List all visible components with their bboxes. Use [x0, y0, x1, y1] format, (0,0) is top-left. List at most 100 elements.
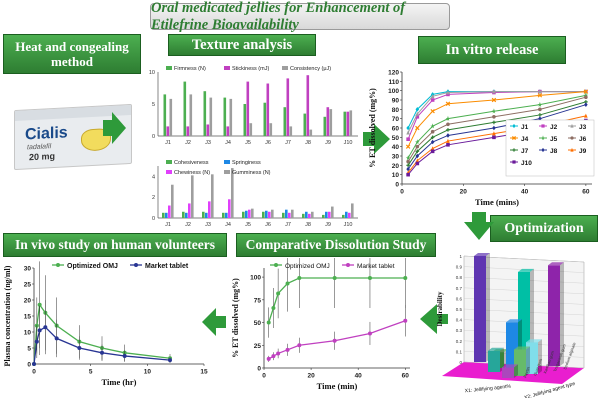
- category-label: Pectin: [522, 366, 531, 378]
- data-point: [430, 93, 435, 99]
- bar: [245, 210, 248, 218]
- legend-swatch: [166, 170, 172, 174]
- legend-label: J6: [579, 136, 587, 143]
- x-tick-label: J6: [265, 222, 271, 228]
- x-tick-label: J10: [344, 222, 353, 228]
- data-point: [415, 125, 420, 131]
- data-point: [430, 129, 435, 134]
- y-tick-label: 5: [152, 102, 155, 108]
- x-tick-label: J8: [305, 222, 311, 228]
- x-tick-label: J4: [225, 140, 231, 146]
- x-axis-title: X1: Jellifying agent%: [464, 384, 511, 395]
- y-tick-label: 100: [250, 275, 261, 282]
- texture-bottom-chart: 0 2 4 J1 J2 J3 J4 J5 J6 J7 J8 J9 J10 Cohesiveness Spri…: [152, 160, 358, 228]
- data-point: [430, 123, 435, 129]
- bar: [186, 126, 190, 136]
- data-point: [537, 101, 543, 107]
- x-tick-label: J7: [285, 140, 291, 146]
- bar-3d: [514, 349, 526, 376]
- data-point: [583, 92, 589, 98]
- y-tick-label: 110: [389, 79, 400, 86]
- bar: [222, 212, 225, 218]
- data-point: [54, 336, 59, 341]
- legend-label: Gumminess (N): [232, 170, 271, 176]
- legend-label: Optimized OMJ: [285, 263, 330, 270]
- y-tick-label: 80: [392, 107, 400, 114]
- y-tick-label: 60: [392, 126, 400, 133]
- data-point: [446, 138, 450, 143]
- data-point: [122, 354, 127, 358]
- bar: [203, 91, 207, 136]
- legend-swatch: [224, 170, 230, 174]
- legend-label: Market tablet: [357, 263, 395, 270]
- bar: [166, 126, 170, 136]
- bar: [189, 94, 193, 136]
- bar: [211, 174, 214, 218]
- page-title: Oral medicated jellies for Enhancement o…: [150, 0, 450, 33]
- y-tick-label: 20: [392, 163, 400, 170]
- x-tick-label: 40: [355, 373, 363, 380]
- data-point: [584, 113, 588, 118]
- legend-label: Cohesiveness: [174, 160, 209, 166]
- data-point: [100, 350, 104, 355]
- legend-swatch: [282, 66, 288, 70]
- data-point: [491, 108, 497, 114]
- x-tick-label: 60: [582, 189, 590, 196]
- bar: [249, 123, 253, 136]
- data-point: [430, 108, 435, 114]
- data-point: [584, 102, 588, 107]
- bar: [191, 175, 194, 218]
- x-tick-label: 0: [262, 373, 266, 380]
- bar: [343, 111, 347, 136]
- y-tick-label: 100: [388, 88, 399, 95]
- bar: [303, 113, 307, 136]
- bar-3d: [502, 367, 514, 378]
- data-point: [492, 135, 496, 140]
- data-point: [266, 356, 271, 361]
- bar: [243, 104, 247, 136]
- bar-3d-side: [560, 262, 564, 366]
- arrow-right-2: [363, 124, 390, 154]
- y-tick-label: 0: [257, 366, 261, 373]
- data-point: [445, 115, 451, 121]
- data-point: [406, 125, 410, 131]
- bar: [328, 211, 331, 218]
- data-point: [415, 139, 420, 145]
- data-point: [538, 107, 542, 112]
- data-point: [406, 163, 410, 168]
- data-point: [512, 160, 516, 164]
- data-point: [446, 133, 450, 138]
- bar: [225, 212, 228, 218]
- data-point: [538, 113, 542, 117]
- legend-label: J5: [550, 136, 558, 143]
- data-point: [274, 263, 278, 267]
- data-point: [43, 325, 48, 330]
- data-point: [570, 123, 574, 128]
- y-tick-label: 50: [392, 135, 400, 142]
- bar-3d-top: [488, 347, 504, 351]
- data-point: [37, 302, 42, 307]
- x-tick-label: J7: [285, 222, 291, 228]
- data-point: [32, 362, 36, 366]
- data-point: [538, 89, 542, 94]
- bar-3d-top: [474, 253, 490, 256]
- legend-label: Springiness: [232, 160, 261, 166]
- bar: [286, 78, 290, 136]
- data-point: [446, 128, 450, 132]
- bar: [348, 212, 351, 218]
- bar: [308, 213, 311, 218]
- data-point: [406, 159, 410, 164]
- arrow-down: [464, 212, 494, 240]
- arrow-left-2: [202, 308, 226, 336]
- x-axis-title: Time (mins): [475, 197, 519, 207]
- invitro-chart: 0 10 20 30 40 50 60 70 80 90 100 110 120 0 20 40 60 Time …: [368, 70, 595, 207]
- x-tick-label: J2: [185, 222, 191, 228]
- bar-3d: [488, 350, 500, 372]
- y-tick-label: 2: [152, 195, 155, 201]
- data-point: [285, 281, 290, 286]
- y-tick-label: 40: [392, 144, 400, 151]
- y-tick-label: 0: [152, 216, 155, 222]
- y-tick-label: 10: [392, 172, 400, 179]
- data-point: [415, 161, 420, 166]
